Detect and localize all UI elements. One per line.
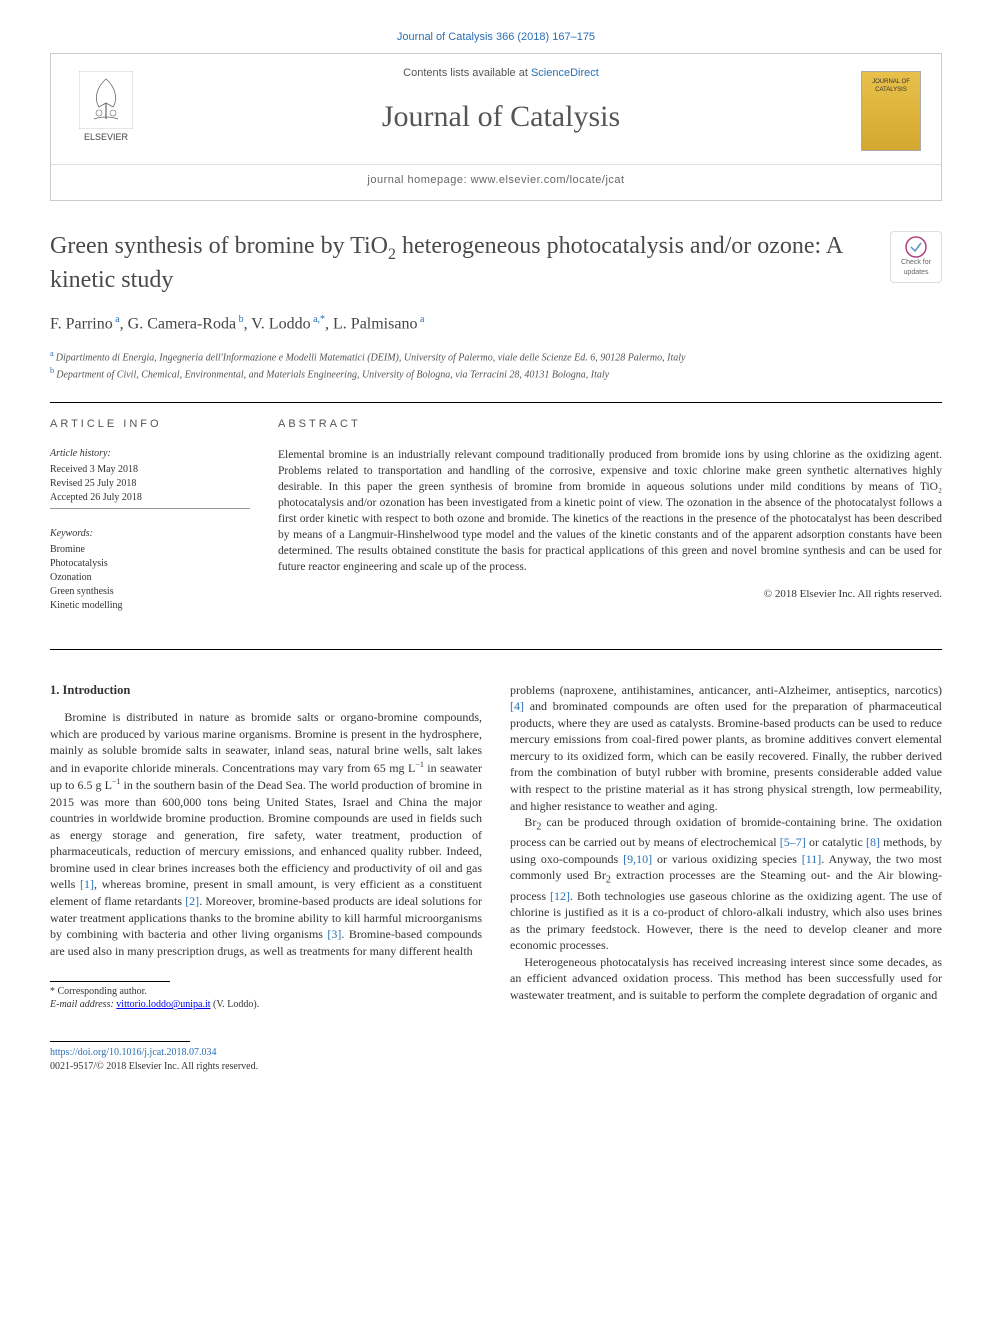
body-paragraph: problems (naproxene, antihistamines, ant…: [510, 682, 942, 814]
info-heading: ARTICLE INFO: [50, 417, 250, 432]
elsevier-tree-icon: [79, 71, 133, 129]
separator-full: [50, 649, 942, 650]
affiliations: a Dipartimento di Energia, Ingegneria de…: [50, 348, 942, 383]
body-columns: 1. Introduction Bromine is distributed i…: [50, 682, 942, 1011]
section-heading: 1. Introduction: [50, 682, 482, 699]
corr-label: * Corresponding author.: [50, 985, 482, 998]
updates-label: Check for updates: [891, 258, 941, 278]
sciencedirect-link[interactable]: ScienceDirect: [531, 67, 599, 79]
updates-icon: [905, 236, 927, 258]
ref-link[interactable]: [12]: [550, 889, 570, 903]
author-affil-sup: a,*: [311, 314, 325, 325]
keyword: Bromine: [50, 543, 250, 557]
author-name: V. Loddo: [251, 315, 310, 332]
ref-link[interactable]: [11]: [802, 852, 822, 866]
elsevier-label: ELSEVIER: [84, 131, 128, 144]
header-top-row: ELSEVIER Contents lists available at Sci…: [51, 54, 941, 155]
header-center: Contents lists available at ScienceDirec…: [141, 66, 861, 155]
title-block: Green synthesis of bromine by TiO2 heter…: [50, 231, 942, 295]
affil-text: Department of Civil, Chemical, Environme…: [56, 369, 609, 380]
corresponding-author-note: * Corresponding author. E-mail address: …: [50, 981, 482, 1011]
journal-cover-thumb: JOURNAL OF CATALYSIS: [861, 71, 921, 151]
article-info-col: ARTICLE INFO Article history: Received 3…: [50, 417, 250, 630]
corr-rule: [50, 981, 170, 982]
body-paragraph: Heterogeneous photocatalysis has receive…: [510, 954, 942, 1004]
abstract-copyright: © 2018 Elsevier Inc. All rights reserved…: [278, 587, 942, 602]
ref-link[interactable]: [8]: [866, 835, 880, 849]
history-block: Article history: Received 3 May 2018 Rev…: [50, 447, 250, 509]
citation-line: Journal of Catalysis 366 (2018) 167–175: [50, 30, 942, 45]
author-name: L. Palmisano: [333, 315, 417, 332]
abstract-text: Elemental bromine is an industrially rel…: [278, 447, 942, 576]
footer-block: https://doi.org/10.1016/j.jcat.2018.07.0…: [50, 1041, 942, 1074]
check-updates-badge[interactable]: Check for updates: [890, 231, 942, 283]
corr-email-line: E-mail address: vittorio.loddo@unipa.it …: [50, 998, 482, 1011]
email-label: E-mail address:: [50, 999, 116, 1010]
doi-link[interactable]: https://doi.org/10.1016/j.jcat.2018.07.0…: [50, 1047, 216, 1058]
keywords-label: Keywords:: [50, 527, 250, 541]
history-accepted: Accepted 26 July 2018: [50, 491, 250, 505]
abstract-heading: ABSTRACT: [278, 417, 942, 432]
cover-text: JOURNAL OF CATALYSIS: [862, 78, 920, 95]
author-affil-sup: a: [113, 314, 120, 325]
homepage-url: www.elsevier.com/locate/jcat: [471, 174, 625, 186]
info-abstract-row: ARTICLE INFO Article history: Received 3…: [50, 417, 942, 630]
history-received: Received 3 May 2018: [50, 463, 250, 477]
article-title: Green synthesis of bromine by TiO2 heter…: [50, 231, 890, 295]
affiliation-line: a Dipartimento di Energia, Ingegneria de…: [50, 348, 942, 365]
body-paragraph: Bromine is distributed in nature as brom…: [50, 709, 482, 959]
corr-email-name: (V. Loddo).: [211, 999, 260, 1010]
homepage-prefix: journal homepage:: [367, 174, 470, 186]
ref-link[interactable]: [1]: [80, 877, 94, 891]
authors-line: F. Parrino a, G. Camera-Roda b, V. Loddo…: [50, 313, 942, 336]
abstract-col: ABSTRACT Elemental bromine is an industr…: [278, 417, 942, 630]
body-paragraph: Br2 can be produced through oxidation of…: [510, 814, 942, 954]
author-name: G. Camera-Roda: [128, 315, 236, 332]
author-affil-sup: b: [236, 314, 244, 325]
keyword: Kinetic modelling: [50, 599, 250, 613]
ref-link[interactable]: [2]: [185, 894, 199, 908]
elsevier-logo: ELSEVIER: [71, 71, 141, 151]
title-pre: Green synthesis of bromine by TiO: [50, 233, 388, 259]
info-rule: [50, 508, 250, 509]
keyword: Photocatalysis: [50, 557, 250, 571]
history-revised: Revised 25 July 2018: [50, 477, 250, 491]
keyword: Ozonation: [50, 571, 250, 585]
keyword: Green synthesis: [50, 585, 250, 599]
issn-copyright: 0021-9517/© 2018 Elsevier Inc. All right…: [50, 1061, 258, 1072]
ref-link[interactable]: [9,10]: [623, 852, 652, 866]
ref-link[interactable]: [3]: [327, 927, 341, 941]
title-sub: 2: [388, 246, 396, 263]
keywords-block: Keywords: Bromine Photocatalysis Ozonati…: [50, 527, 250, 613]
journal-header: ELSEVIER Contents lists available at Sci…: [50, 53, 942, 201]
ref-link[interactable]: [4]: [510, 699, 524, 713]
affiliation-line: b Department of Civil, Chemical, Environ…: [50, 365, 942, 382]
journal-homepage-line: journal homepage: www.elsevier.com/locat…: [51, 164, 941, 200]
affil-text: Dipartimento di Energia, Ingegneria dell…: [56, 352, 686, 363]
journal-name: Journal of Catalysis: [141, 96, 861, 138]
contents-prefix: Contents lists available at: [403, 67, 531, 79]
corr-email-link[interactable]: vittorio.loddo@unipa.it: [116, 999, 210, 1010]
separator: [50, 402, 942, 403]
footer-rule: [50, 1041, 190, 1042]
ref-link[interactable]: [5–7]: [780, 835, 806, 849]
author-name: F. Parrino: [50, 315, 113, 332]
contents-line: Contents lists available at ScienceDirec…: [141, 66, 861, 81]
history-label: Article history:: [50, 447, 250, 461]
author-affil-sup: a: [417, 314, 424, 325]
